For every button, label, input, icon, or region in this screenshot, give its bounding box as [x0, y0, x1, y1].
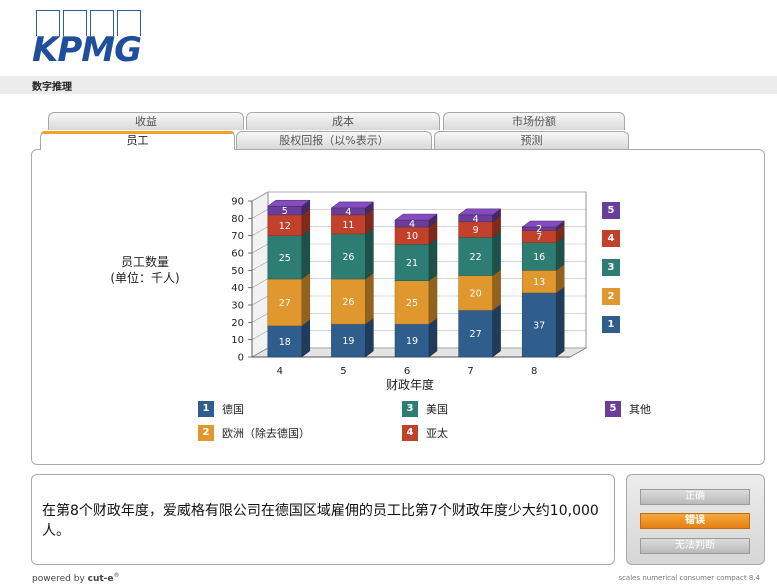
legend-item-other: 5 其他 [605, 401, 651, 417]
legend-label: 亚太 [426, 427, 448, 440]
legend-label: 欧洲（除去德国） [222, 427, 310, 440]
logo-text: KPMG [32, 30, 142, 70]
legend-item-europe: 2 欧洲（除去德国） [198, 425, 310, 441]
answer-false-button[interactable]: 错误 [640, 513, 750, 529]
y-axis-label-line2: (单位：千人) [110, 271, 180, 285]
powered-prefix: powered by [32, 574, 88, 584]
y-axis-label: 员工数量 (单位：千人) [100, 254, 190, 286]
tab-market-share[interactable]: 市场份额 [443, 112, 625, 130]
legend-key: 4 [402, 425, 418, 441]
legend-item-germany: 1 德国 [198, 401, 244, 417]
x-axis-label: 财政年度 [385, 378, 434, 392]
legend-label: 德国 [222, 403, 244, 416]
answer-true-button[interactable]: 正确 [640, 489, 750, 505]
powered-mark: ® [113, 572, 120, 579]
legend-key: 5 [605, 401, 621, 417]
logo-boxes [36, 10, 141, 36]
legend-key: 2 [198, 425, 214, 441]
tab-return-on-equity[interactable]: 股权回报（以%表示） [236, 131, 432, 149]
chart-panel [31, 149, 765, 465]
legend-label: 其他 [629, 403, 651, 416]
side-key-2: 2 [602, 288, 620, 305]
legend-label: 美国 [426, 403, 448, 416]
version-text: scales numerical consumer compact 8.4 [618, 574, 760, 582]
tab-employees[interactable]: 员工 [40, 131, 235, 150]
section-bar: 数字推理 [0, 76, 777, 94]
statement-box: 在第8个财政年度，爱威格有限公司在德国区域雇佣的员工比第7个财政年度少大约10,… [31, 474, 615, 565]
answer-cannot-say-button[interactable]: 无法判断 [640, 538, 750, 554]
side-key-1: 1 [602, 316, 620, 333]
legend-key: 3 [402, 401, 418, 417]
powered-brand: cut-e [87, 574, 114, 584]
y-axis-label-line1: 员工数量 [120, 255, 169, 269]
kpmg-logo: KPMG [32, 10, 150, 70]
tab-cost[interactable]: 成本 [246, 112, 440, 130]
side-key-5: 5 [602, 202, 620, 219]
tab-revenue[interactable]: 收益 [48, 112, 244, 130]
side-key-4: 4 [602, 230, 620, 247]
side-key-3: 3 [602, 259, 620, 276]
section-title: 数字推理 [32, 82, 72, 93]
tab-forecast[interactable]: 预测 [434, 131, 629, 149]
legend-item-apac: 4 亚太 [402, 425, 448, 441]
legend-item-usa: 3 美国 [402, 401, 448, 417]
powered-by: powered by cut-e® [32, 572, 120, 584]
answer-panel: 正确 错误 无法判断 [626, 474, 765, 565]
statement-text: 在第8个财政年度，爱威格有限公司在德国区域雇佣的员工比第7个财政年度少大约10,… [42, 503, 599, 539]
legend-key: 1 [198, 401, 214, 417]
